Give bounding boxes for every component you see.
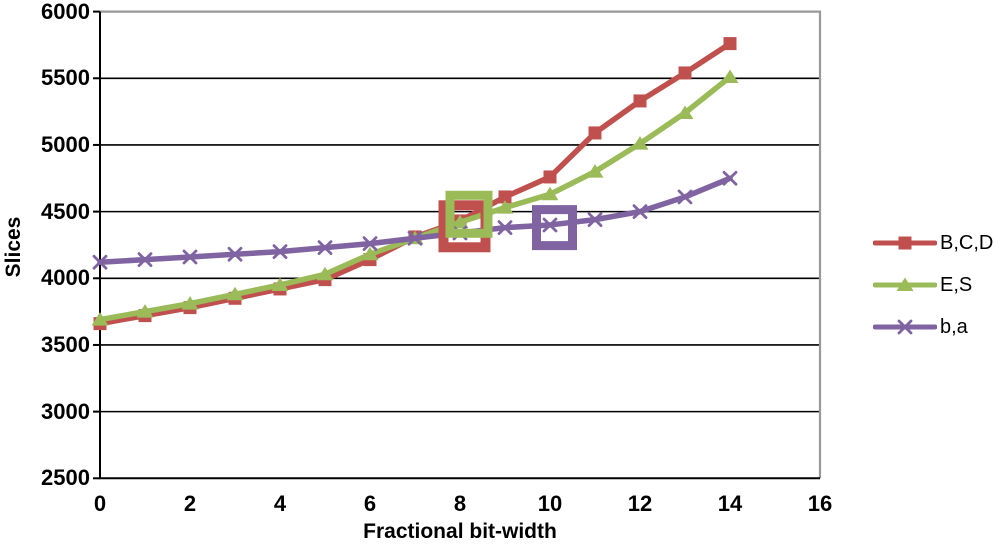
y-tick-label: 2500	[41, 465, 90, 491]
legend: B,C,D E,S b,a	[873, 222, 993, 348]
y-tick-label: 5500	[41, 65, 90, 91]
series-e-s	[91, 69, 739, 326]
series-b-a-markers	[92, 170, 738, 270]
legend-square-marker-icon	[873, 236, 937, 250]
series-b-c-d-line	[97, 40, 733, 327]
x-tick-label: 12	[627, 491, 653, 516]
highlight-annotations	[438, 190, 577, 253]
x-tick-label: 10	[537, 491, 563, 516]
series-b-c-d-markers	[93, 37, 737, 331]
y-tick-label: 4000	[41, 265, 90, 291]
series-e-s-markers	[91, 69, 739, 326]
gridlines	[100, 77, 820, 413]
legend-label: b,a	[940, 315, 968, 338]
x-tick-label: 14	[717, 491, 743, 516]
x-tick-label: 2	[183, 491, 197, 516]
x-tick-label: 16	[807, 491, 833, 516]
y-tick-label: 5000	[41, 131, 90, 157]
legend-item-e-s: E,S	[873, 264, 993, 306]
y-axis-title: Slices	[2, 216, 25, 278]
series-b-a-line	[97, 175, 733, 266]
legend-item-b-a: b,a	[873, 306, 993, 348]
highlight-open-square	[532, 205, 577, 251]
x-axis-title: Fractional bit-width	[363, 520, 557, 543]
series-b-a	[92, 170, 738, 270]
y-tick-label: 4500	[41, 198, 90, 224]
y-tick-label: 3000	[41, 398, 90, 424]
y-tick-label: 6000	[41, 0, 90, 24]
x-tick-label: 4	[273, 491, 287, 516]
legend-triangle-marker-icon	[873, 277, 937, 291]
highlight-open-square	[445, 190, 493, 238]
series-e-s-line	[97, 74, 733, 323]
y-tick-label: 3500	[41, 331, 90, 357]
legend-item-b-c-d: B,C,D	[873, 222, 993, 264]
x-tick-label: 8	[453, 491, 467, 516]
series-b-c-d	[93, 37, 737, 331]
legend-label: B,C,D	[940, 231, 994, 254]
plot-border	[100, 10, 822, 479]
x-tick-label: 0	[93, 491, 107, 516]
x-tick-label: 6	[363, 491, 377, 516]
legend-x-marker-icon	[873, 319, 937, 335]
legend-label: E,S	[940, 273, 973, 296]
axes	[93, 10, 820, 480]
